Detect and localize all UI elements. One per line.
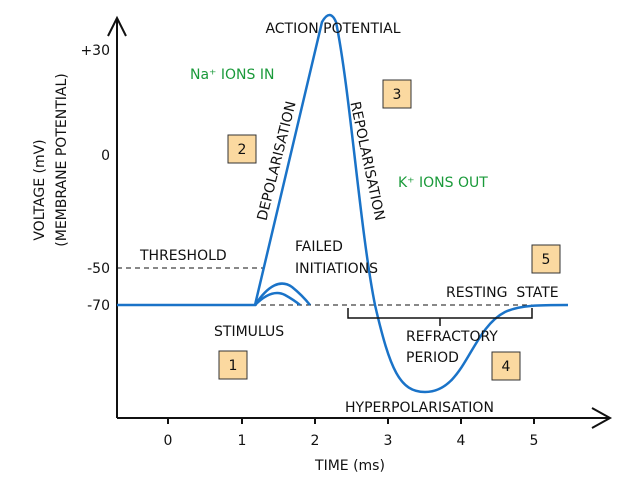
y-tick-label: -70 [87, 298, 110, 314]
svg-text:4: 4 [502, 359, 511, 375]
threshold-label: THRESHOLD [139, 248, 227, 264]
failed-initiations-label: FAILED [295, 239, 343, 255]
repolarisation-label: REPOLARISATION [346, 100, 387, 222]
x-tick-label: 4 [457, 433, 466, 449]
y-axis [107, 15, 127, 418]
y-tick-label: -50 [87, 261, 110, 277]
x-tick-label: 2 [311, 433, 320, 449]
k-ions-label: K⁺ IONS OUT [398, 175, 488, 191]
svg-text:2: 2 [238, 142, 247, 158]
resting-state-label: RESTING STATE [446, 285, 559, 301]
x-tick-label: 0 [164, 433, 173, 449]
x-tick-label: 1 [238, 433, 247, 449]
svg-text:5: 5 [542, 252, 551, 268]
svg-text:1: 1 [229, 358, 238, 374]
x-tick-label: 5 [530, 433, 539, 449]
failed-initiation-curve [253, 282, 311, 306]
y-tick-label: 0 [101, 148, 110, 164]
failed-initiation-curve [254, 291, 301, 306]
x-axis [117, 407, 613, 429]
stage-5-box: 5 [531, 244, 561, 274]
x-axis-label: TIME (ms) [314, 458, 385, 474]
stage-3-box: 3 [382, 79, 412, 109]
hyperpolarisation-label: HYPERPOLARISATION [345, 400, 494, 416]
refractory-bracket [347, 308, 533, 326]
refractory-label: REFRACTORY [406, 329, 498, 345]
chart-title: ACTION POTENTIAL [265, 21, 400, 37]
stage-2-box: 2 [227, 134, 257, 164]
y-axis-label: VOLTAGE (mV) [32, 139, 48, 240]
stage-1-box: 1 [218, 350, 248, 380]
action-potential-curve [117, 13, 569, 394]
stimulus-label: STIMULUS [214, 324, 284, 340]
y-axis-label-sub: (MEMBRANE POTENTIAL) [54, 73, 70, 246]
depolarisation-label: DEPOLARISATION [255, 100, 300, 223]
na-ions-label: Na⁺ IONS IN [190, 67, 274, 83]
failed-initiations-label: INITIATIONS [295, 261, 378, 277]
x-tick-label: 3 [384, 433, 393, 449]
refractory-label: PERIOD [406, 350, 459, 366]
svg-text:3: 3 [393, 87, 402, 103]
stage-4-box: 4 [491, 351, 521, 381]
y-tick-label: +30 [80, 43, 110, 59]
